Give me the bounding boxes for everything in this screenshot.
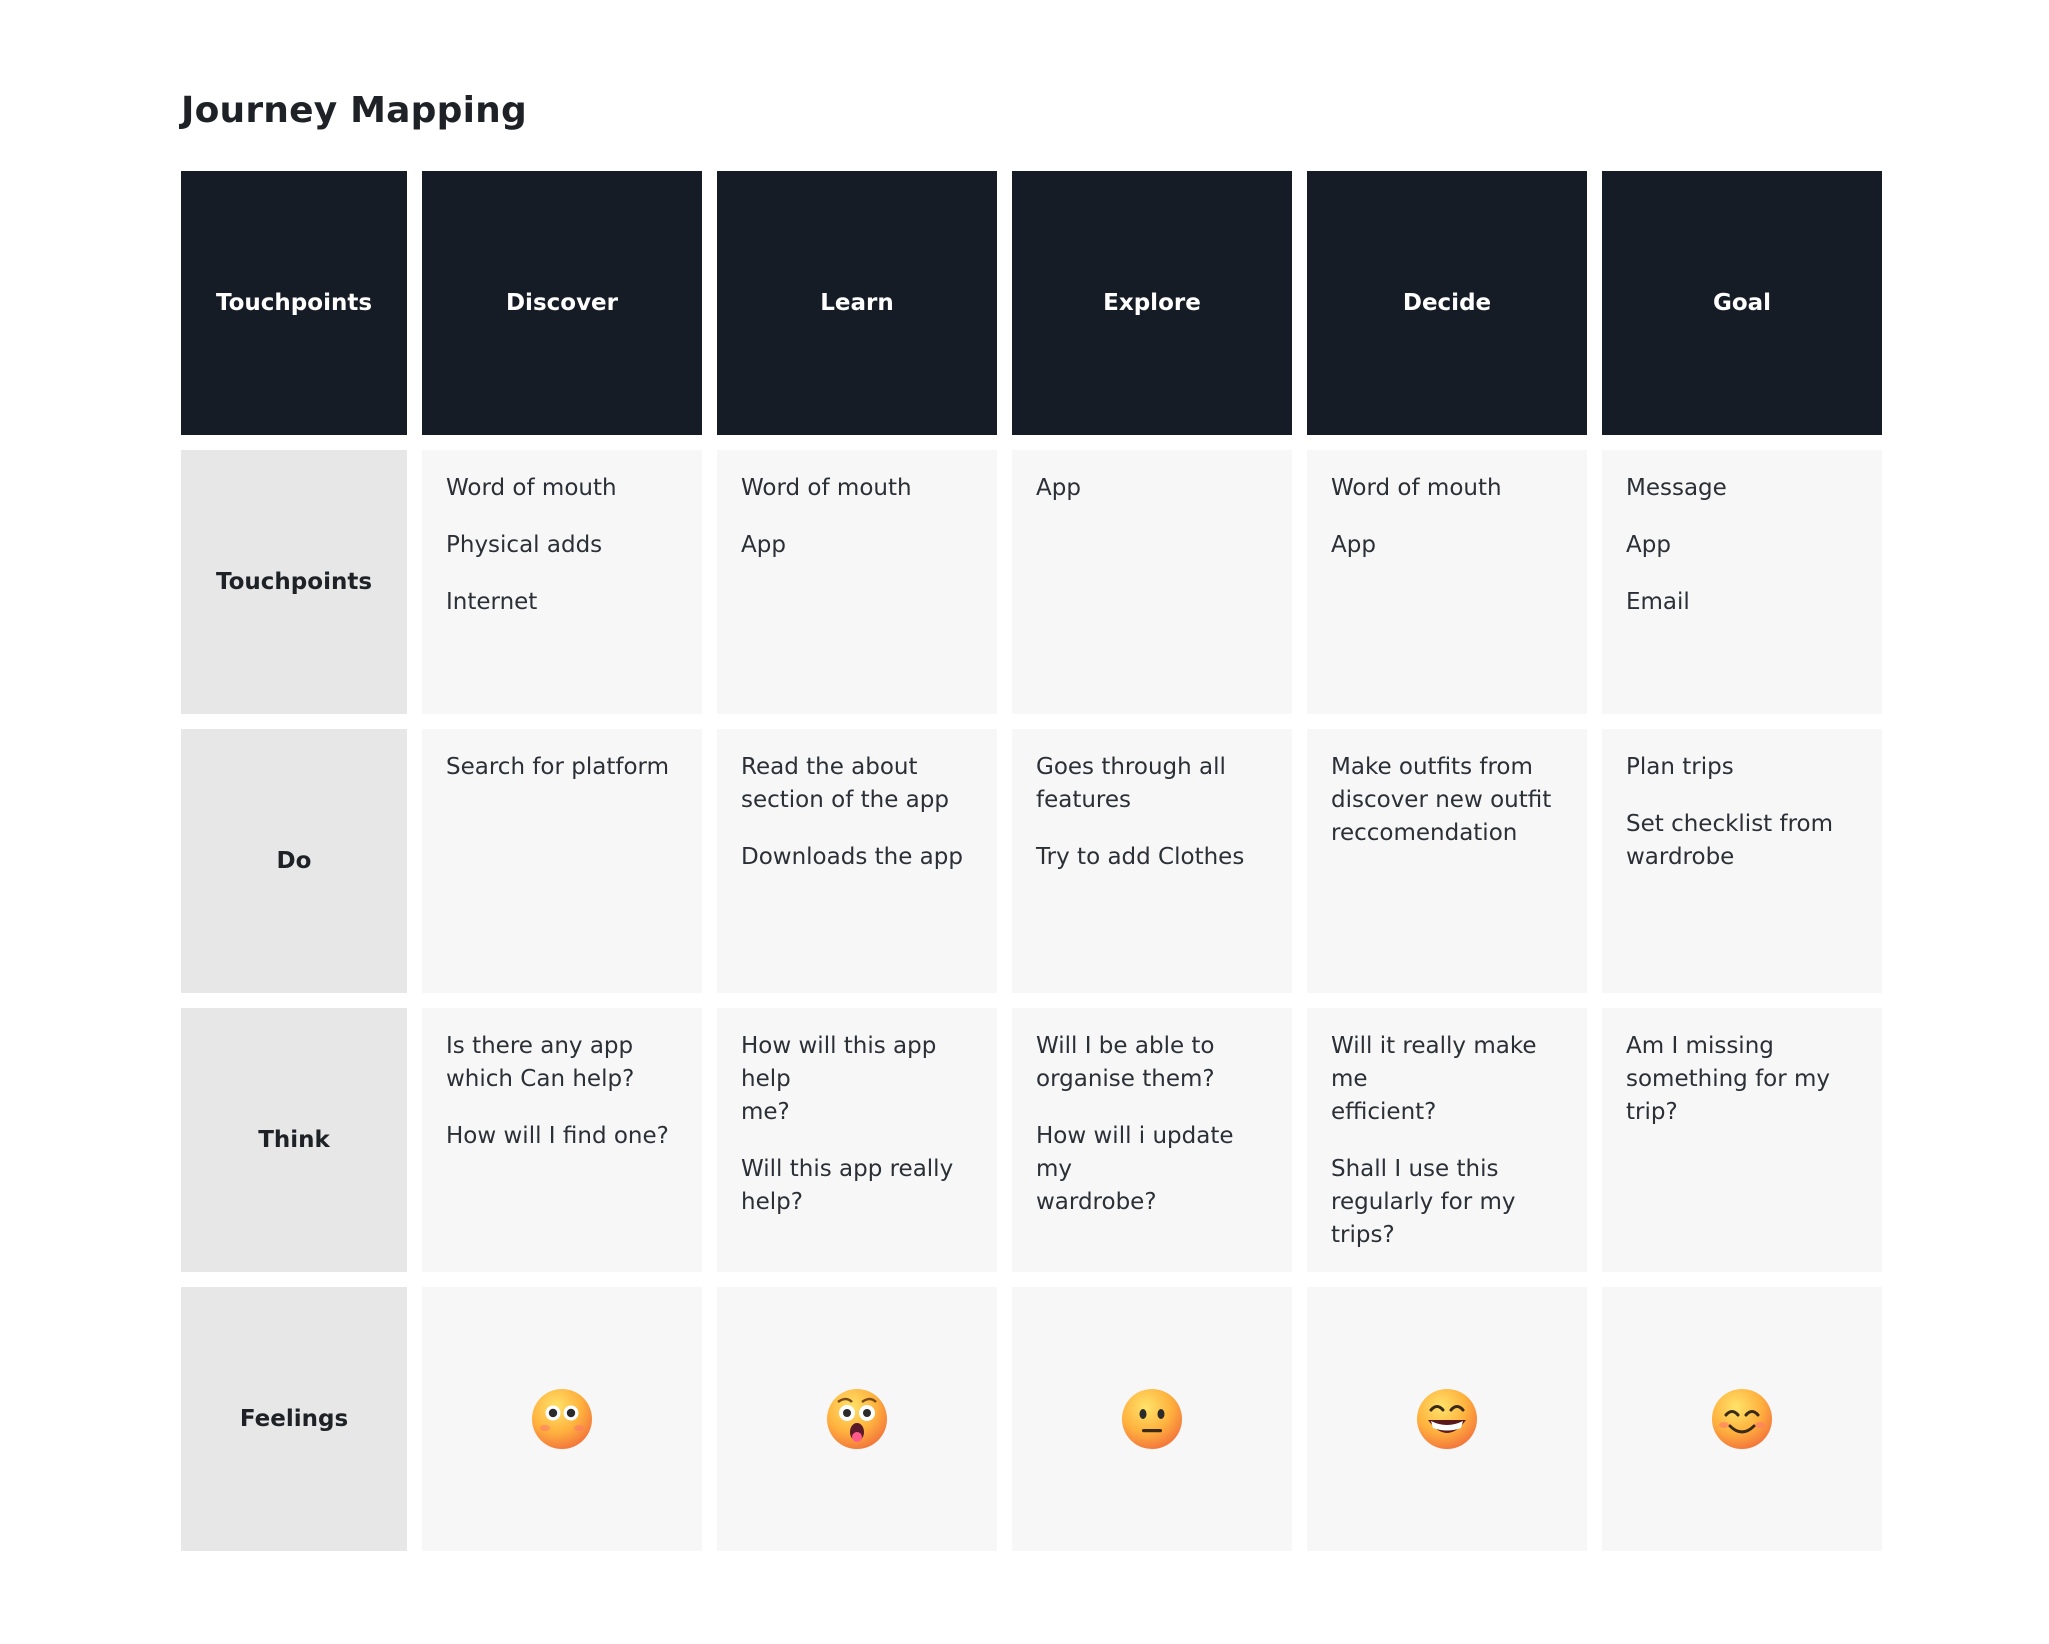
paragraph-gap — [446, 562, 678, 586]
cell-think-explore: Will I be able to organise them? How will … — [1012, 1008, 1292, 1272]
paragraph-gap — [1331, 505, 1563, 529]
row-label-do: Do — [181, 729, 407, 993]
cell-text-line: Word of mouth — [741, 475, 912, 501]
cell-text-line: Make outfits from — [1331, 754, 1533, 780]
cell-text-line: Downloads the app — [741, 844, 963, 870]
paragraph-gap — [1036, 1096, 1268, 1120]
header-decide: Decide — [1307, 171, 1587, 435]
cell-text-line: Read the about — [741, 754, 918, 780]
journey-map-grid: Touchpoints Discover Learn Explore Decid… — [181, 171, 1882, 1551]
cell-do-discover: Search for platform — [422, 729, 702, 993]
cell-text-line: Will this app really — [741, 1156, 954, 1182]
cell-text-line: trip? — [1626, 1099, 1678, 1125]
paragraph-gap — [446, 1096, 678, 1120]
cell-text-line: Set checklist from — [1626, 811, 1834, 837]
cell-text-line: App — [1626, 532, 1671, 558]
cell-text-line: Message — [1626, 475, 1727, 501]
cell-feelings-goal — [1602, 1287, 1882, 1551]
cell-touchpoints-decide: Word of mouth App — [1307, 450, 1587, 714]
cell-text-line: something for my — [1626, 1066, 1831, 1092]
header-goal: Goal — [1602, 171, 1882, 435]
paragraph-gap — [1626, 784, 1858, 808]
paragraph-gap — [446, 505, 678, 529]
paragraph-gap — [1626, 505, 1858, 529]
cell-text-line: Goes through all — [1036, 754, 1226, 780]
paragraph-gap — [741, 817, 973, 841]
cell-text-line: Will I be able to — [1036, 1033, 1215, 1059]
cell-text-line: help? — [741, 1189, 803, 1215]
cell-text-line: which Can help? — [446, 1066, 635, 1092]
cell-text-line: Email — [1626, 589, 1690, 615]
cell-touchpoints-goal: Message App Email — [1602, 450, 1882, 714]
cell-text-line: Search for platform — [446, 754, 669, 780]
cell-touchpoints-learn: Word of mouth App — [717, 450, 997, 714]
cell-text-line: Word of mouth — [446, 475, 617, 501]
cell-text-line: Physical adds — [446, 532, 603, 558]
cell-do-learn: Read the about section of the app Download… — [717, 729, 997, 993]
cell-do-goal: Plan trips Set checklist from wardrobe — [1602, 729, 1882, 993]
cell-text-line: App — [1036, 475, 1081, 501]
header-discover: Discover — [422, 171, 702, 435]
cell-text-line: Internet — [446, 589, 538, 615]
cell-text-line: section of the app — [741, 787, 949, 813]
paragraph-gap — [741, 1129, 973, 1153]
cell-do-explore: Goes through all features Try to add Cloth… — [1012, 729, 1292, 993]
cell-text-line: features — [1036, 787, 1132, 813]
cell-text-line: How will this app help — [741, 1033, 937, 1092]
flushed-face-icon — [531, 1388, 593, 1450]
cell-feelings-discover — [422, 1287, 702, 1551]
row-label-think: Think — [181, 1008, 407, 1272]
row-label-touchpoints: Touchpoints — [181, 450, 407, 714]
cell-text-line: App — [741, 532, 786, 558]
cell-feelings-decide — [1307, 1287, 1587, 1551]
cell-text-line: Word of mouth — [1331, 475, 1502, 501]
paragraph-gap — [1626, 562, 1858, 586]
cell-text-line: organise them? — [1036, 1066, 1215, 1092]
cell-think-discover: Is there any app which Can help? How will … — [422, 1008, 702, 1272]
cell-text-line: wardrobe — [1626, 844, 1735, 870]
cell-feelings-learn — [717, 1287, 997, 1551]
astonished-tongue-face-icon — [826, 1388, 888, 1450]
page-title: Journey Mapping — [181, 90, 527, 131]
header-explore: Explore — [1012, 171, 1292, 435]
cell-text-line: wardrobe? — [1036, 1189, 1157, 1215]
cell-text-line: me? — [741, 1099, 790, 1125]
cell-text-line: Am I missing — [1626, 1033, 1774, 1059]
cell-touchpoints-discover: Word of mouth Physical adds Internet — [422, 450, 702, 714]
paragraph-gap — [1331, 1129, 1563, 1153]
cell-think-goal: Am I missing something for my trip? — [1602, 1008, 1882, 1272]
cell-text-line: discover new outfit — [1331, 787, 1552, 813]
paragraph-gap — [741, 505, 973, 529]
cell-text-line: Is there any app — [446, 1033, 634, 1059]
cell-text-line: regularly for my trips? — [1331, 1189, 1516, 1248]
grinning-face-icon — [1416, 1388, 1478, 1450]
cell-text-line: Plan trips — [1626, 754, 1734, 780]
neutral-face-icon — [1121, 1388, 1183, 1450]
cell-text-line: Try to add Clothes — [1036, 844, 1245, 870]
cell-touchpoints-explore: App — [1012, 450, 1292, 714]
cell-text-line: How will i update my — [1036, 1123, 1234, 1182]
header-touchpoints: Touchpoints — [181, 171, 407, 435]
cell-text-line: efficient? — [1331, 1099, 1437, 1125]
paragraph-gap — [1036, 817, 1268, 841]
smiling-face-icon — [1711, 1388, 1773, 1450]
cell-feelings-explore — [1012, 1287, 1292, 1551]
cell-text-line: reccomendation — [1331, 820, 1518, 846]
cell-do-decide: Make outfits from discover new outfit recc… — [1307, 729, 1587, 993]
row-label-feelings: Feelings — [181, 1287, 407, 1551]
cell-text-line: Shall I use this — [1331, 1156, 1499, 1182]
cell-think-learn: How will this app help me? Will this app r… — [717, 1008, 997, 1272]
cell-text-line: Will it really make me — [1331, 1033, 1537, 1092]
cell-text-line: App — [1331, 532, 1376, 558]
cell-text-line: How will I find one? — [446, 1123, 669, 1149]
header-learn: Learn — [717, 171, 997, 435]
cell-think-decide: Will it really make me efficient? Shall I … — [1307, 1008, 1587, 1272]
